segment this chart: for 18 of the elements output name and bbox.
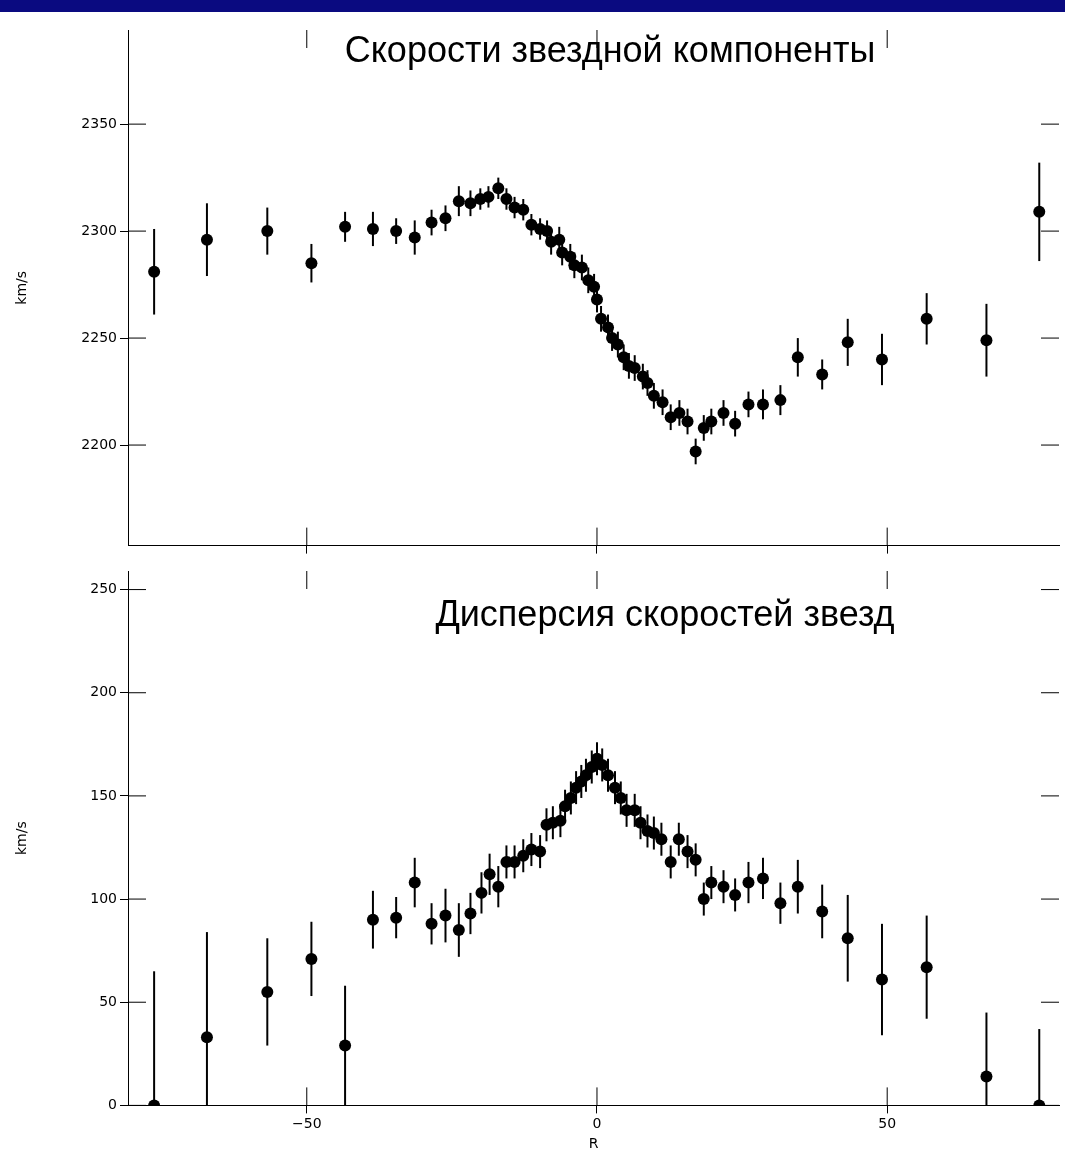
y-tick-label: 2250 (81, 328, 117, 345)
y-tick-label: 2300 (81, 221, 117, 238)
y-tick-label: 50 (99, 992, 117, 1009)
y-axis-title: km/s (13, 821, 30, 856)
x-tick-label: 0 (592, 1115, 602, 1132)
x-tick-label: −50 (292, 1115, 322, 1132)
y-tick-label: 200 (90, 683, 117, 700)
y-axis-title: km/s (13, 270, 30, 305)
y-tick-label: 150 (90, 786, 117, 803)
y-tick-label: 0 (108, 1096, 117, 1113)
y-tick-label: 2200 (81, 435, 117, 452)
chart-title: Скорости звездной компоненты (344, 28, 876, 70)
y-tick-label: 100 (90, 889, 117, 906)
y-tick-label: 2350 (81, 114, 117, 131)
x-axis-title: R (588, 1135, 599, 1152)
text: Дисперсия скоростей звезд (435, 592, 895, 634)
y-tick-label: 250 (90, 580, 117, 597)
x-tick-label: 50 (878, 1115, 897, 1132)
